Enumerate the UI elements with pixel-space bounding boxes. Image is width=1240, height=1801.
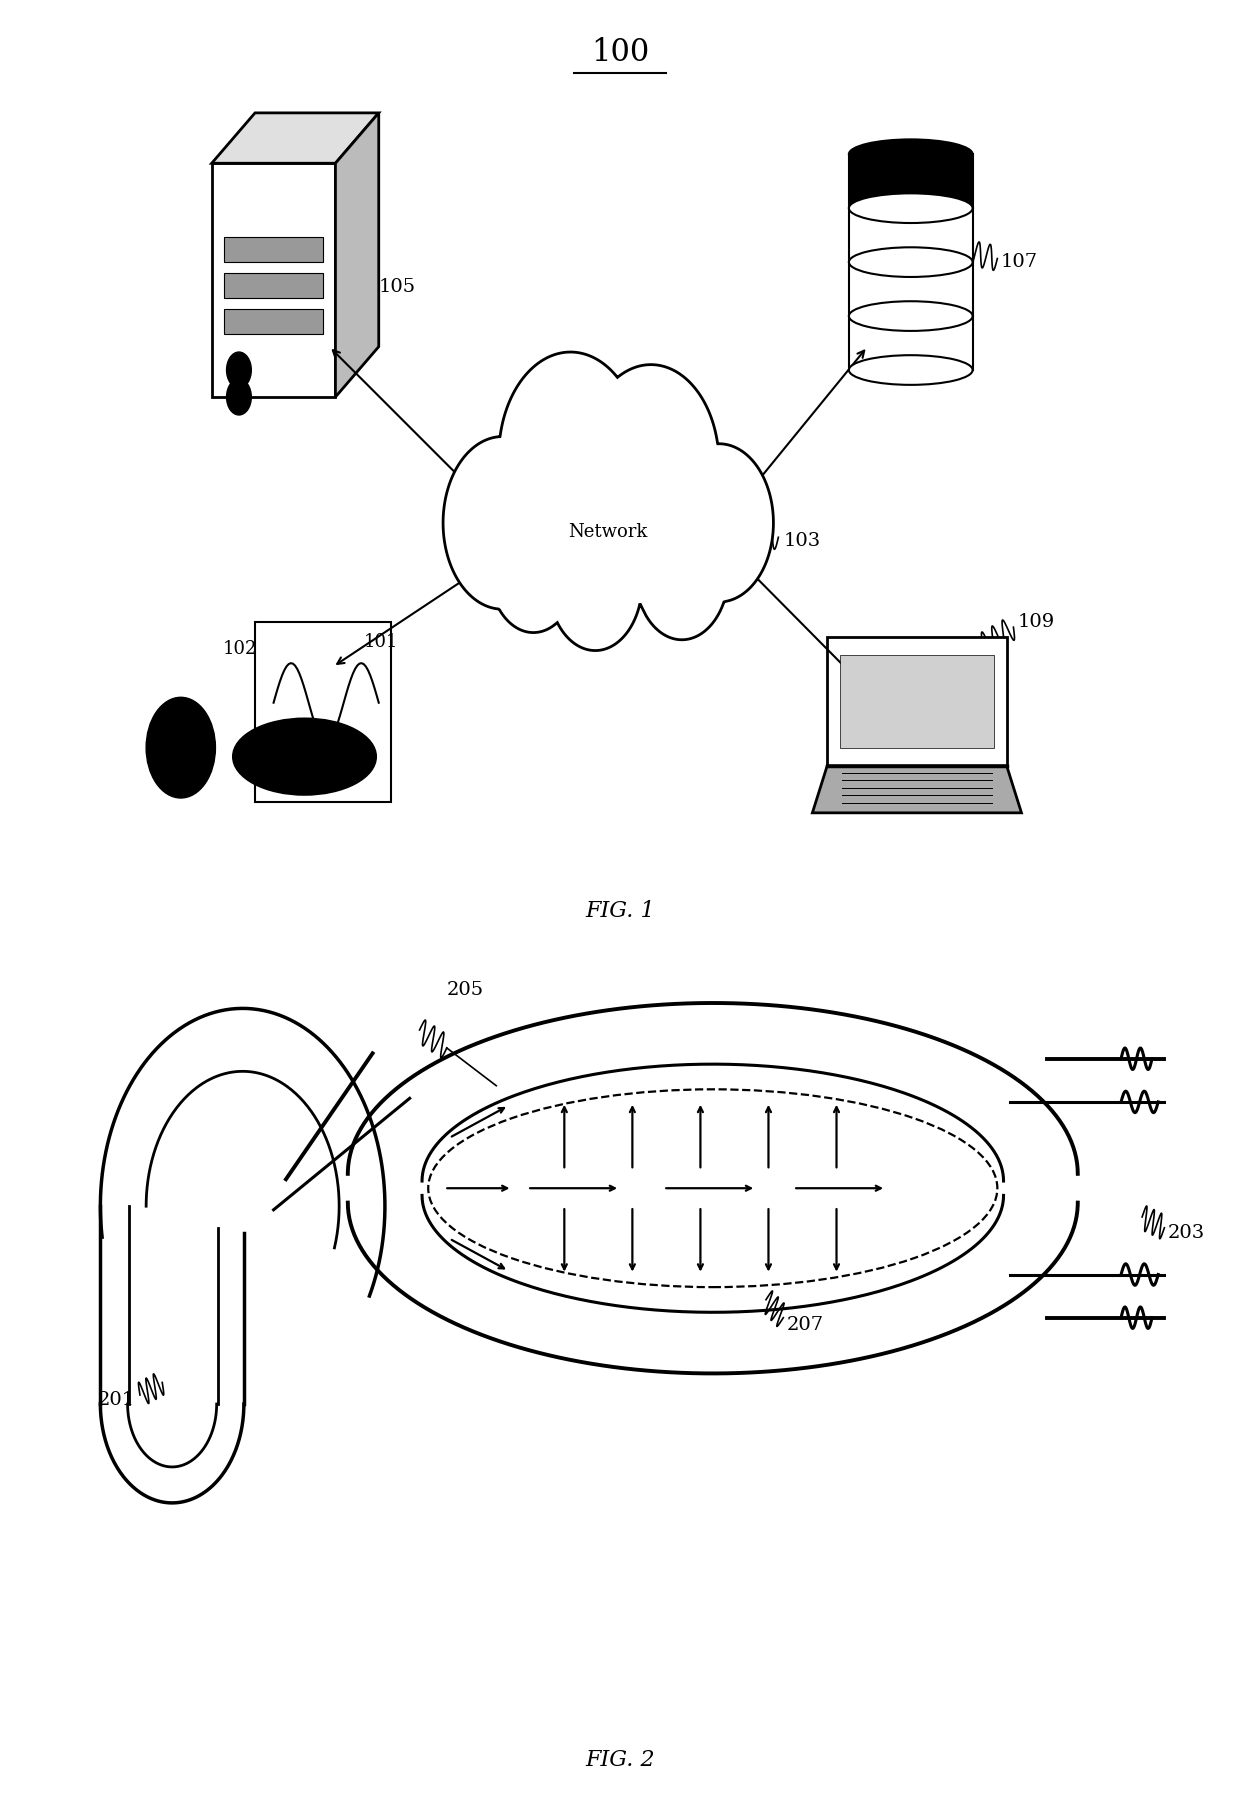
Ellipse shape xyxy=(849,193,972,223)
Text: 201: 201 xyxy=(98,1392,135,1410)
Polygon shape xyxy=(849,263,972,317)
Text: 105: 105 xyxy=(378,279,415,297)
Text: Network: Network xyxy=(568,522,647,540)
Circle shape xyxy=(146,697,216,798)
Polygon shape xyxy=(212,164,336,396)
Text: 203: 203 xyxy=(1168,1225,1205,1243)
Polygon shape xyxy=(224,238,324,263)
Text: 103: 103 xyxy=(784,531,821,549)
Text: FIG. 1: FIG. 1 xyxy=(585,900,655,922)
Polygon shape xyxy=(849,209,972,263)
Text: 107: 107 xyxy=(1001,254,1038,272)
Polygon shape xyxy=(443,351,774,650)
Polygon shape xyxy=(812,765,1022,812)
Polygon shape xyxy=(224,274,324,299)
Text: 101: 101 xyxy=(363,632,398,650)
Ellipse shape xyxy=(233,719,376,794)
Polygon shape xyxy=(336,113,378,396)
Polygon shape xyxy=(839,656,994,747)
Ellipse shape xyxy=(849,301,972,331)
Text: 205: 205 xyxy=(446,982,484,1000)
Text: 102: 102 xyxy=(223,639,258,657)
Text: 207: 207 xyxy=(787,1317,825,1335)
Polygon shape xyxy=(849,317,972,369)
Polygon shape xyxy=(255,621,391,801)
Polygon shape xyxy=(224,310,324,333)
Text: 109: 109 xyxy=(1017,612,1054,630)
Ellipse shape xyxy=(849,139,972,169)
Text: 100: 100 xyxy=(591,38,649,68)
Polygon shape xyxy=(212,113,378,164)
Polygon shape xyxy=(849,155,972,209)
Circle shape xyxy=(227,351,252,387)
Ellipse shape xyxy=(849,247,972,277)
Ellipse shape xyxy=(849,355,972,385)
Circle shape xyxy=(227,378,252,414)
Polygon shape xyxy=(827,638,1007,765)
Text: FIG. 2: FIG. 2 xyxy=(585,1749,655,1770)
